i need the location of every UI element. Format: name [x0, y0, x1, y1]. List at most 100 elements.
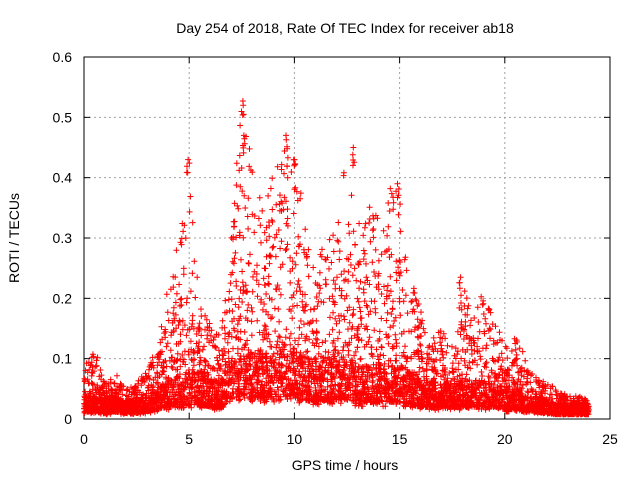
data-point: [269, 175, 276, 182]
data-point: [179, 220, 186, 227]
data-point: [389, 345, 396, 352]
data-point: [114, 372, 120, 379]
data-point: [229, 372, 236, 379]
data-point: [334, 335, 341, 342]
data-point: [449, 343, 455, 350]
data-point: [273, 231, 280, 238]
data-point: [375, 257, 382, 264]
data-point: [384, 309, 391, 316]
data-point: [303, 349, 310, 355]
data-point: [159, 336, 166, 343]
data-point: [454, 348, 461, 355]
data-point: [332, 315, 339, 322]
data-point: [147, 362, 154, 368]
data-point: [312, 387, 319, 394]
data-point: [411, 369, 418, 376]
data-point: [423, 360, 430, 367]
data-point: [366, 334, 373, 341]
data-point: [432, 380, 438, 386]
data-point: [389, 362, 396, 369]
data-point: [244, 337, 251, 344]
data-point: [292, 394, 299, 401]
data-point: [219, 317, 226, 324]
data-point: [242, 341, 249, 348]
data-point: [285, 364, 292, 371]
data-point: [340, 172, 347, 179]
data-point: [263, 253, 270, 260]
data-point: [295, 277, 302, 284]
data-point: [431, 340, 438, 347]
data-point: [233, 394, 240, 401]
data-point: [333, 320, 340, 327]
data-point: [242, 205, 249, 211]
data-point: [503, 369, 510, 376]
data-point: [142, 397, 149, 404]
data-point: [302, 226, 309, 233]
data-point: [378, 291, 385, 297]
data-point: [180, 265, 187, 272]
data-point: [323, 256, 329, 263]
data-point: [341, 316, 348, 323]
data-point: [276, 318, 283, 325]
data-point: [278, 207, 285, 214]
data-point: [288, 169, 295, 175]
data-point: [181, 322, 188, 329]
data-point: [284, 222, 291, 229]
data-point: [172, 311, 179, 318]
data-point: [196, 361, 203, 368]
data-point: [485, 373, 492, 380]
data-point: [215, 372, 222, 379]
data-point: [201, 357, 208, 364]
data-point: [261, 322, 268, 329]
data-point: [205, 371, 212, 378]
data-point: [179, 352, 186, 358]
data-point: [378, 251, 385, 258]
data-point: [354, 331, 361, 338]
x-tick-label: 5: [185, 431, 193, 447]
data-point: [371, 269, 377, 275]
data-point: [418, 349, 425, 355]
data-point: [297, 318, 304, 324]
data-point: [195, 328, 202, 335]
data-point: [383, 247, 390, 254]
data-point: [361, 298, 368, 305]
data-point: [165, 317, 172, 324]
data-point: [92, 394, 99, 401]
data-point: [237, 313, 244, 320]
data-point: [224, 339, 231, 346]
data-point: [402, 343, 408, 350]
data-point: [287, 341, 294, 348]
data-point: [171, 376, 178, 383]
data-point: [266, 281, 272, 288]
data-point: [410, 289, 417, 296]
data-point: [346, 230, 353, 237]
data-point: [518, 385, 525, 392]
data-point: [254, 384, 261, 391]
data-point: [295, 243, 302, 250]
data-point: [296, 335, 302, 342]
y-tick-label: 0.5: [53, 109, 73, 125]
data-point: [191, 356, 198, 363]
data-point: [230, 345, 236, 352]
data-point: [257, 222, 264, 229]
data-point: [305, 378, 312, 385]
data-point: [149, 354, 156, 361]
data-point: [423, 403, 429, 410]
data-point: [239, 268, 246, 275]
data-point: [496, 354, 503, 361]
data-point: [202, 326, 208, 333]
data-point: [286, 335, 293, 342]
data-point: [281, 370, 288, 377]
data-point: [437, 328, 444, 335]
data-point: [357, 376, 364, 383]
data-point: [317, 251, 324, 258]
data-point: [238, 256, 244, 263]
data-point: [240, 290, 246, 297]
data-point: [157, 339, 164, 346]
data-point: [248, 304, 255, 311]
data-point: [138, 382, 145, 389]
data-point: [296, 324, 303, 331]
data-point: [385, 385, 392, 392]
data-point: [327, 383, 334, 390]
data-point: [319, 246, 325, 253]
